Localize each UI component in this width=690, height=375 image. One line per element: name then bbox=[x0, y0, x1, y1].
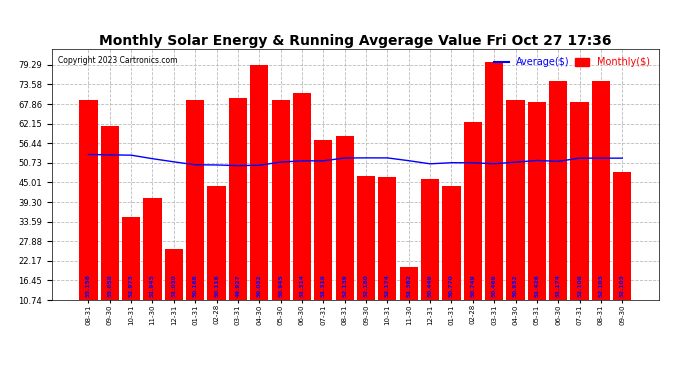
Text: 50.770: 50.770 bbox=[449, 275, 454, 297]
Bar bbox=[485, 63, 503, 337]
Text: 51.314: 51.314 bbox=[299, 274, 304, 297]
Bar bbox=[79, 100, 97, 337]
Bar bbox=[272, 100, 290, 337]
Bar bbox=[144, 198, 161, 337]
Bar bbox=[464, 123, 482, 337]
Text: 52.174: 52.174 bbox=[385, 274, 390, 297]
Bar bbox=[165, 249, 183, 337]
Bar bbox=[528, 102, 546, 337]
Text: 50.116: 50.116 bbox=[214, 274, 219, 297]
Text: 50.932: 50.932 bbox=[513, 275, 518, 297]
Text: 50.749: 50.749 bbox=[471, 275, 475, 297]
Text: 51.362: 51.362 bbox=[406, 274, 411, 297]
Title: Monthly Solar Energy & Running Avgerage Value Fri Oct 27 17:36: Monthly Solar Energy & Running Avgerage … bbox=[99, 34, 611, 48]
Text: 50.168: 50.168 bbox=[193, 274, 198, 297]
Bar bbox=[357, 176, 375, 337]
Text: 52.973: 52.973 bbox=[128, 274, 134, 297]
Bar bbox=[571, 102, 589, 337]
Text: 50.032: 50.032 bbox=[257, 275, 262, 297]
Bar bbox=[421, 179, 439, 337]
Bar bbox=[613, 172, 631, 337]
Text: 52.103: 52.103 bbox=[598, 274, 604, 297]
Text: 51.319: 51.319 bbox=[321, 274, 326, 297]
Text: 50.945: 50.945 bbox=[278, 275, 283, 297]
Legend: Average($), Monthly($): Average($), Monthly($) bbox=[490, 54, 654, 71]
Bar bbox=[592, 81, 610, 337]
Bar bbox=[250, 65, 268, 337]
Text: Copyright 2023 Cartronics.com: Copyright 2023 Cartronics.com bbox=[58, 56, 177, 65]
Text: 50.469: 50.469 bbox=[492, 275, 497, 297]
Bar bbox=[101, 126, 119, 337]
Text: 52.103: 52.103 bbox=[620, 274, 624, 297]
Bar bbox=[335, 136, 354, 337]
Bar bbox=[314, 140, 333, 337]
Bar bbox=[293, 93, 311, 337]
Text: 53.058: 53.058 bbox=[107, 274, 112, 297]
Text: 52.139: 52.139 bbox=[342, 274, 347, 297]
Text: 52.180: 52.180 bbox=[364, 274, 368, 297]
Bar bbox=[186, 100, 204, 337]
Bar bbox=[400, 267, 418, 337]
Bar bbox=[549, 81, 567, 337]
Text: 51.426: 51.426 bbox=[534, 274, 540, 297]
Text: 50.449: 50.449 bbox=[428, 275, 433, 297]
Text: 49.927: 49.927 bbox=[235, 275, 240, 297]
Bar bbox=[506, 100, 524, 337]
Bar bbox=[122, 217, 140, 337]
Bar bbox=[378, 177, 397, 337]
Bar bbox=[442, 186, 460, 337]
Text: 53.158: 53.158 bbox=[86, 274, 91, 297]
Text: 52.108: 52.108 bbox=[577, 274, 582, 297]
Text: 51.174: 51.174 bbox=[555, 274, 561, 297]
Bar bbox=[229, 99, 247, 337]
Text: 51.945: 51.945 bbox=[150, 274, 155, 297]
Bar bbox=[208, 186, 226, 337]
Text: 51.030: 51.030 bbox=[171, 275, 177, 297]
